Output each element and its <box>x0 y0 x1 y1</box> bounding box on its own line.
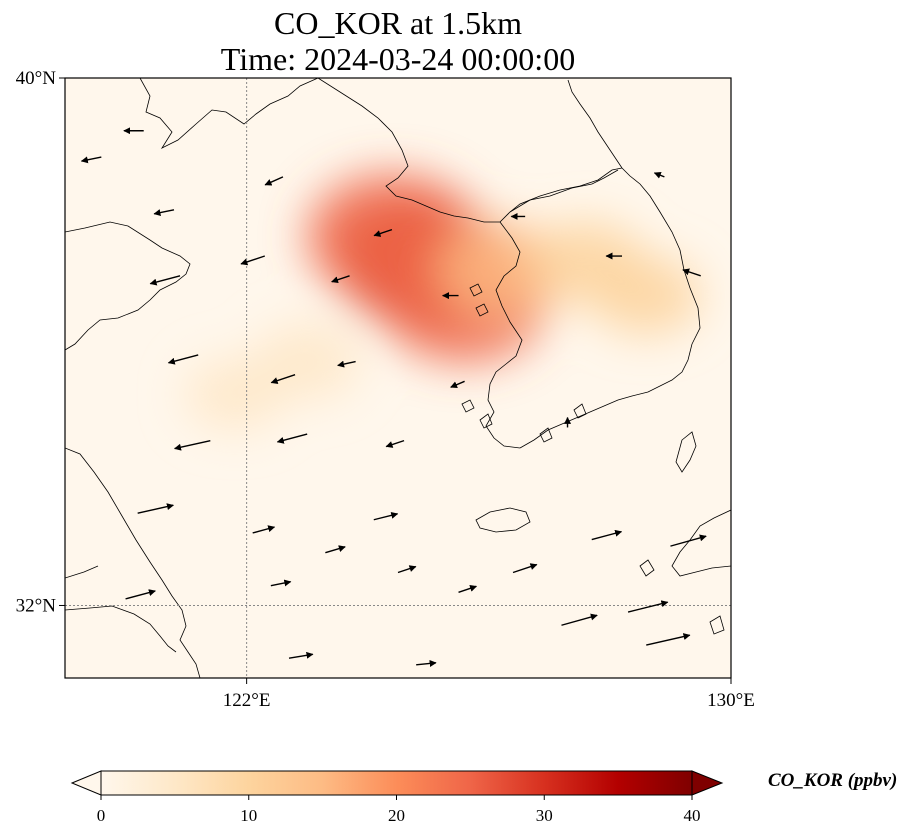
wind-arrow <box>653 172 665 179</box>
co-concentration-field <box>184 173 702 431</box>
wind-arrow <box>397 565 417 574</box>
colorbar-ticks: 0 10 20 30 40 <box>97 795 701 825</box>
wind-arrow <box>325 545 346 554</box>
coastline-north-korea-east <box>567 79 623 169</box>
korean-islands-west <box>461 283 587 443</box>
wind-arrow <box>137 503 174 514</box>
wind-arrow <box>591 529 623 541</box>
wind-vectors <box>80 127 707 667</box>
wind-arrow <box>173 439 211 451</box>
wind-arrow <box>561 613 598 626</box>
coastlines <box>65 78 731 678</box>
lat-tick-label: 32°N <box>16 595 57 616</box>
jeju-island <box>475 507 531 533</box>
gridlines <box>65 78 731 678</box>
coastline-china-south <box>65 565 99 579</box>
wind-arrow <box>153 209 175 217</box>
colorbar-max-extension <box>691 770 724 796</box>
wind-arrow <box>670 534 707 547</box>
lat-tick-label: 40°N <box>16 68 57 89</box>
map-title-line2: Time: 2024-03-24 00:00:00 <box>220 41 576 77</box>
wind-arrow <box>458 585 478 593</box>
wind-arrow <box>125 589 156 600</box>
wind-arrow <box>385 439 405 448</box>
lon-tick-label: 122°E <box>223 690 271 711</box>
co-plume <box>184 358 285 431</box>
colorbar-tick-label: 0 <box>97 806 106 825</box>
wind-arrow <box>270 374 296 384</box>
coastline-korea-west <box>485 221 523 449</box>
colorbar-gradient <box>100 770 693 796</box>
coastline-liaodong <box>139 78 319 149</box>
coastline-korea-south <box>519 343 693 449</box>
axis-ticks: 40°N 32°N 122°E 130°E <box>16 68 755 711</box>
wind-arrow <box>288 651 314 659</box>
goto-islands <box>639 559 725 635</box>
coastline-china-central <box>65 447 201 678</box>
wind-arrow <box>373 511 399 521</box>
wind-arrow <box>512 563 538 574</box>
wind-arrow <box>264 176 284 186</box>
wind-arrow <box>337 360 356 368</box>
colorbar-tick-label: 30 <box>536 806 553 825</box>
tsushima-island <box>675 431 697 473</box>
wind-arrow <box>270 579 292 587</box>
wind-arrow <box>331 275 350 284</box>
korea-border-river <box>509 169 619 213</box>
wind-arrow <box>167 354 199 365</box>
wind-arrow <box>682 268 701 277</box>
coastline-china-north <box>65 221 191 351</box>
wind-arrow <box>450 380 465 388</box>
wind-arrow <box>646 633 691 646</box>
wind-arrow <box>80 156 102 164</box>
map-title-line1: CO_KOR at 1.5km <box>274 5 522 41</box>
wind-arrow <box>252 525 276 534</box>
wind-arrow <box>240 255 266 266</box>
coastline-korea-east <box>621 167 701 345</box>
co-plume <box>591 255 702 336</box>
wind-arrow <box>149 275 181 286</box>
coastline-yangtze <box>65 605 177 653</box>
map-background <box>65 78 731 678</box>
colorbar-label: CO_KOR (ppbv) <box>768 770 898 791</box>
wind-arrow <box>276 433 308 444</box>
colorbar-tick-label: 20 <box>388 806 405 825</box>
wind-arrow <box>627 600 669 613</box>
coastline-liaodong-peninsula <box>317 78 623 223</box>
map-frame <box>64 77 732 679</box>
lon-tick-label: 130°E <box>707 690 755 711</box>
colorbar-min-extension <box>70 770 102 796</box>
colorbar-tick-label: 10 <box>240 806 257 825</box>
wind-arrow <box>373 228 393 237</box>
kyushu-coast <box>671 509 731 577</box>
wind-arrow <box>416 659 437 667</box>
colorbar: 0 10 20 30 40 <box>70 770 724 825</box>
colorbar-tick-label: 40 <box>684 806 701 825</box>
